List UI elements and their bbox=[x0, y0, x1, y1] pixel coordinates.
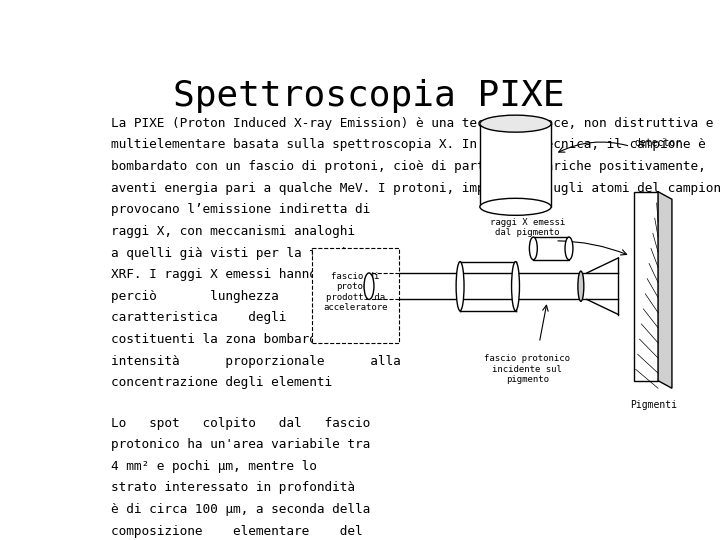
Text: Lo   spot   colpito   dal   fascio: Lo spot colpito dal fascio bbox=[111, 416, 371, 429]
Ellipse shape bbox=[480, 115, 552, 132]
Text: strato interessato in profondità: strato interessato in profondità bbox=[111, 482, 355, 495]
Text: multielementare basata sulla spettroscopia X. In questa tecnica, il campione è: multielementare basata sulla spettroscop… bbox=[111, 138, 706, 151]
Text: Pigmenti: Pigmenti bbox=[631, 400, 678, 410]
Text: Spettroscopia PIXE: Spettroscopia PIXE bbox=[174, 79, 564, 113]
Text: composizione    elementare    del: composizione elementare del bbox=[111, 525, 363, 538]
Ellipse shape bbox=[364, 273, 374, 299]
Bar bbox=[312, 248, 399, 343]
Polygon shape bbox=[634, 192, 658, 381]
Text: concentrazione degli elementi: concentrazione degli elementi bbox=[111, 376, 333, 389]
Text: raggi X emessi
dal pigmento: raggi X emessi dal pigmento bbox=[490, 218, 565, 237]
Text: è di circa 100 μm, a seconda della: è di circa 100 μm, a seconda della bbox=[111, 503, 371, 516]
Text: La PIXE (Proton Induced X-ray Emission) è una tecnica veloce, non distruttiva e: La PIXE (Proton Induced X-ray Emission) … bbox=[111, 117, 714, 130]
Text: fascio protonico
incidente sul
pigmento: fascio protonico incidente sul pigmento bbox=[485, 354, 570, 384]
Text: aventi energia pari a qualche MeV. I protoni, impattando sugli atomi del campion: aventi energia pari a qualche MeV. I pro… bbox=[111, 181, 720, 194]
Text: detector: detector bbox=[634, 138, 681, 147]
Text: caratteristica    degli    elementi: caratteristica degli elementi bbox=[111, 312, 378, 325]
Bar bbox=[480, 124, 552, 207]
Polygon shape bbox=[658, 192, 672, 388]
Ellipse shape bbox=[578, 271, 584, 301]
Text: a quelli già visti per la tecnica: a quelli già visti per la tecnica bbox=[111, 246, 363, 260]
Text: costituenti la zona bombardata e: costituenti la zona bombardata e bbox=[111, 333, 355, 346]
Text: perciò       lunghezza      d’onda: perciò lunghezza d’onda bbox=[111, 290, 371, 303]
Text: protonico ha un'area variabile tra: protonico ha un'area variabile tra bbox=[111, 438, 371, 451]
Text: intensità      proporzionale      alla: intensità proporzionale alla bbox=[111, 355, 401, 368]
Ellipse shape bbox=[565, 237, 573, 260]
Text: raggi X, con meccanismi analoghi: raggi X, con meccanismi analoghi bbox=[111, 225, 355, 238]
Ellipse shape bbox=[529, 237, 537, 260]
Ellipse shape bbox=[480, 198, 552, 215]
Bar bbox=[534, 237, 569, 260]
Text: XRF. I raggi X emessi hanno: XRF. I raggi X emessi hanno bbox=[111, 268, 317, 281]
Text: 4 mm² e pochi μm, mentre lo: 4 mm² e pochi μm, mentre lo bbox=[111, 460, 317, 473]
Text: bombardato con un fascio di protoni, cioè di particelle cariche positivamente,: bombardato con un fascio di protoni, cio… bbox=[111, 160, 706, 173]
Ellipse shape bbox=[456, 261, 464, 310]
Ellipse shape bbox=[511, 261, 520, 310]
Text: fascio di
protoni
prodotti da
acceleratore: fascio di protoni prodotti da accelerato… bbox=[323, 272, 387, 312]
Text: provocano l’emissione indiretta di: provocano l’emissione indiretta di bbox=[111, 203, 371, 216]
